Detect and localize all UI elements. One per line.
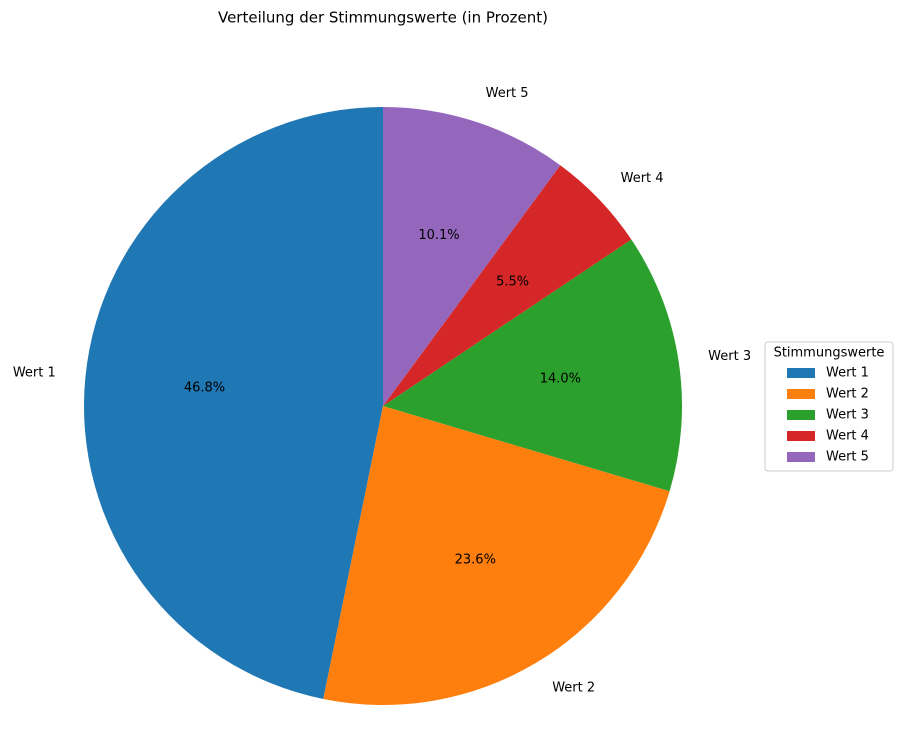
slice-label: Wert 4 <box>621 171 664 186</box>
value-label: 5.5% <box>496 274 529 289</box>
legend-label: Wert 3 <box>826 408 869 423</box>
slice-label: Wert 2 <box>552 681 595 696</box>
legend-swatch <box>787 410 815 420</box>
legend-label: Wert 5 <box>826 450 869 465</box>
slice-label: Wert 3 <box>708 349 751 364</box>
slice-label: Wert 1 <box>13 365 56 380</box>
legend-label: Wert 2 <box>826 387 869 402</box>
legend-swatch <box>787 368 815 378</box>
legend-swatch <box>787 389 815 399</box>
value-label: 46.8% <box>184 380 225 395</box>
pie-slice <box>383 107 561 406</box>
legend-title: Stimmungswerte <box>774 346 885 361</box>
legend-swatch <box>787 431 815 441</box>
pie-slice <box>83 107 383 699</box>
chart-title: Verteilung der Stimmungswerte (in Prozen… <box>218 9 548 27</box>
legend-label: Wert 4 <box>826 429 869 444</box>
legend: Stimmungswerte Wert 1 Wert 2 Wert 3 Wert 4 We… <box>764 341 894 472</box>
legend-swatch <box>787 452 815 462</box>
value-label: 23.6% <box>455 552 496 567</box>
pie-slice <box>383 239 682 492</box>
pie-slice <box>383 165 632 406</box>
legend-label: Wert 1 <box>826 366 869 381</box>
slice-label: Wert 5 <box>486 86 529 101</box>
value-label: 14.0% <box>540 372 581 387</box>
pie-slice <box>323 406 670 706</box>
value-label: 10.1% <box>418 228 459 243</box>
